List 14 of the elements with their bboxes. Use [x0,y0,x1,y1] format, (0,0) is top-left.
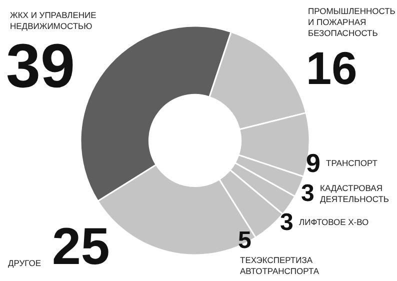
data-label: 25 [52,218,110,276]
data-label: 3 [280,209,294,236]
data-label: 5 [238,227,252,254]
slice-label: КАДАСТРОВАЯ ДЕЯТЕЛЬНОСТЬ [320,183,390,204]
data-label: 9 [306,148,320,178]
data-label: 16 [306,42,358,94]
data-label: 3 [301,180,314,207]
slice-label: ЖКХ И УПРАВЛЕНИЕ НЕДВИЖИМОСТЬЮ [10,10,97,32]
slice-label: ПРОМЫШЛЕННОСТЬ И ПОЖАРНАЯ БЕЗОПАСНОСТЬ [308,6,396,38]
slice-label: ТРАНСПОРТ [326,158,378,168]
slice-label: ЛИФТОВОЕ Х-ВО [299,217,370,227]
slice-label: ДРУГОЕ [8,258,42,268]
slice-label: ТЕХЭКСПЕРТИЗА АВТОТРАНСПОРТА [240,255,320,276]
data-label: 39 [6,32,75,101]
